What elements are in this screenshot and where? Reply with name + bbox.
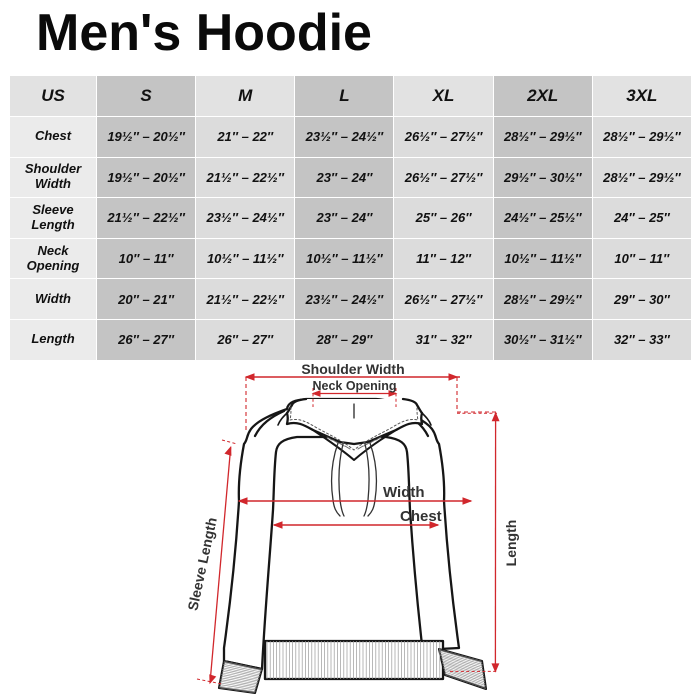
svg-text:Neck Opening: Neck Opening bbox=[312, 379, 396, 393]
svg-text:Sleeve Length: Sleeve Length bbox=[184, 516, 219, 612]
svg-text:Chest: Chest bbox=[400, 508, 442, 525]
svg-text:Shoulder Width: Shoulder Width bbox=[301, 361, 404, 377]
svg-text:Length: Length bbox=[503, 520, 519, 567]
svg-text:Width: Width bbox=[383, 484, 425, 501]
